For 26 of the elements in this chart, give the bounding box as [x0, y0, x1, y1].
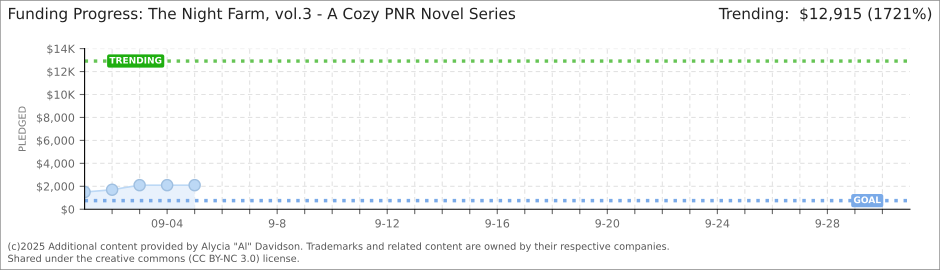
y-tick-label: $6,000 [36, 136, 74, 146]
x-tick-label: 09-04 [152, 219, 183, 228]
point [133, 178, 146, 192]
x-tick-label: 9-24 [705, 219, 730, 228]
chart-title: Funding Progress: The Night Farm, vol.3 - A Cozy PNR Novel Series [9, 7, 516, 22]
chart-subtitle: Trending: $12,915 (1721%) [718, 7, 932, 22]
ref-line-label: TRENDING [109, 56, 162, 64]
point [106, 183, 118, 196]
x-tick-label: 9-12 [375, 219, 399, 228]
y-tick-label: $12K [47, 67, 76, 78]
x-tick-label: 9-8 [268, 219, 286, 228]
text: (c)2025 Additional content provided by Alycia "Al" Davidson. Trademarks and related content are owned by their respective companies. [8, 242, 669, 252]
y-tick-label: $0 [62, 205, 74, 216]
y-tick-label: $4,000 [36, 159, 74, 170]
y-tick-label: $14K [47, 44, 76, 54]
x-tick-label: 9-16 [485, 219, 510, 228]
point [160, 178, 174, 192]
y-tick-label: $8,000 [36, 113, 74, 124]
x-tick-label: 9-28 [815, 219, 840, 228]
y-axis-title: PLEDGED [18, 106, 26, 152]
point [188, 178, 201, 192]
ref-line-label: GOAL [854, 196, 881, 204]
y-tick-label: $10K [47, 90, 76, 100]
x-tick-label: 9-20 [595, 219, 620, 228]
y-tick-label: $2,000 [36, 182, 74, 192]
text: Shared under the creative commons (CC BY-NC 3.0) license. [8, 254, 299, 264]
